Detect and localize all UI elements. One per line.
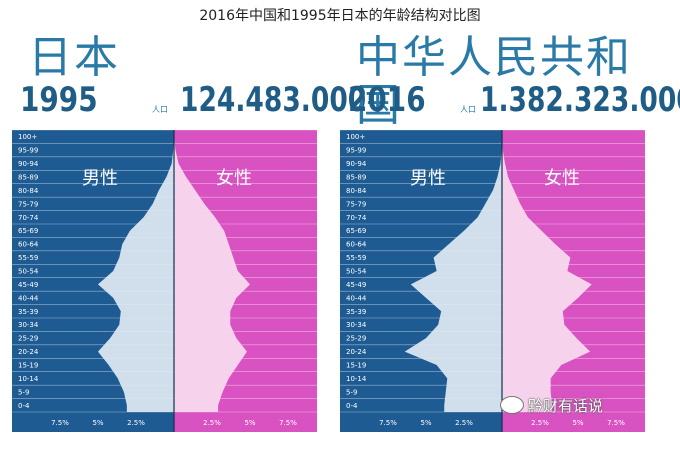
age-group-label: 45-49 xyxy=(18,281,38,289)
china-panel: 中华人民共和国 2016 人口 1.382.323.000 100+ 95-99 9… xyxy=(340,30,680,442)
x-tick-label: 5% xyxy=(244,419,255,427)
age-group-label: 15-19 xyxy=(346,362,366,370)
age-group-label: 40-44 xyxy=(346,294,367,302)
female-label: 女性 xyxy=(544,168,580,189)
age-group-label: 80-84 xyxy=(18,187,39,195)
age-group-label: 0-4 xyxy=(18,402,30,410)
x-tick-label: 7.5% xyxy=(279,419,297,427)
age-group-label: 20-24 xyxy=(18,348,39,356)
age-group-label: 10-14 xyxy=(346,375,367,383)
population-pyramid: 100+ 95-99 90-94 85-89 80-84 75-79 70-74 65-69 6… xyxy=(340,130,645,432)
age-group-label: 100+ xyxy=(346,133,365,141)
x-tick-label: 7.5% xyxy=(607,419,625,427)
age-group-label: 10-14 xyxy=(18,375,39,383)
population-pyramid: 100+ 95-99 90-94 85-89 80-84 75-79 70-74 65-69 6… xyxy=(12,130,317,432)
age-group-label: 100+ xyxy=(18,133,37,141)
male-population-area xyxy=(98,130,174,412)
population-label: 人口 xyxy=(152,105,168,114)
age-group-label: 70-74 xyxy=(18,214,39,222)
age-group-label: 45-49 xyxy=(346,281,366,289)
age-group-label: 70-74 xyxy=(346,214,367,222)
population-label: 人口 xyxy=(460,105,476,114)
age-group-label: 40-44 xyxy=(18,294,39,302)
age-group-label: 50-54 xyxy=(18,268,39,276)
age-group-label: 25-29 xyxy=(346,335,366,343)
male-population-area xyxy=(404,130,502,412)
age-group-label: 50-54 xyxy=(346,268,367,276)
female-population-area xyxy=(502,130,592,412)
population-value: 124.483.000 xyxy=(180,80,367,120)
age-group-label: 0-4 xyxy=(346,402,358,410)
figure-caption: 2016年中国和1995年日本的年龄结构对比图 xyxy=(199,8,481,24)
age-group-label: 25-29 xyxy=(18,335,38,343)
age-group-label: 15-19 xyxy=(18,362,38,370)
age-group-label: 80-84 xyxy=(346,187,367,195)
age-group-label: 60-64 xyxy=(346,241,367,249)
wechat-icon xyxy=(500,395,524,414)
age-group-label: 60-64 xyxy=(18,241,39,249)
female-population-area xyxy=(174,130,250,412)
age-group-label: 35-39 xyxy=(18,308,38,316)
x-tick-label: 5% xyxy=(420,419,431,427)
male-label: 男性 xyxy=(410,168,446,189)
population-value: 1.382.323.000 xyxy=(480,80,680,120)
age-group-label: 95-99 xyxy=(18,147,38,155)
age-group-label: 85-89 xyxy=(346,174,366,182)
pyramid-svg: 100+ 95-99 90-94 85-89 80-84 75-79 70-74 65-69 6… xyxy=(12,130,317,432)
age-group-label: 30-34 xyxy=(18,321,39,329)
x-tick-label: 7.5% xyxy=(379,419,397,427)
age-group-label: 20-24 xyxy=(346,348,367,356)
age-group-label: 5-9 xyxy=(346,388,357,396)
x-tick-label: 2.5% xyxy=(531,419,549,427)
age-group-label: 65-69 xyxy=(18,227,38,235)
age-group-label: 90-94 xyxy=(18,160,39,168)
age-group-label: 95-99 xyxy=(346,147,366,155)
x-tick-label: 7.5% xyxy=(51,419,69,427)
age-group-label: 65-69 xyxy=(346,227,366,235)
x-tick-label: 2.5% xyxy=(455,419,473,427)
pyramid-svg: 100+ 95-99 90-94 85-89 80-84 75-79 70-74 65-69 6… xyxy=(340,130,645,432)
watermark: 黔财有话说 xyxy=(500,395,603,416)
female-label: 女性 xyxy=(216,168,252,189)
country-title: 中华人民共和国 xyxy=(356,32,632,131)
age-group-label: 85-89 xyxy=(18,174,38,182)
age-group-label: 75-79 xyxy=(346,200,366,208)
age-group-label: 90-94 xyxy=(346,160,367,168)
x-tick-label: 5% xyxy=(92,419,103,427)
age-group-label: 5-9 xyxy=(18,388,29,396)
x-tick-label: 2.5% xyxy=(203,419,221,427)
age-group-label: 75-79 xyxy=(18,200,38,208)
x-tick-label: 5% xyxy=(572,419,583,427)
year-label: 1995 xyxy=(20,80,98,120)
japan-panel: 日本 1995 人口 124.483.000 100+ 95-99 90-94 85-… xyxy=(12,30,366,442)
year-label: 2016 xyxy=(348,80,426,120)
watermark-text: 黔财有话说 xyxy=(528,397,604,415)
age-group-label: 55-59 xyxy=(346,254,366,262)
x-tick-label: 2.5% xyxy=(127,419,145,427)
age-group-label: 35-39 xyxy=(346,308,366,316)
male-label: 男性 xyxy=(82,168,118,189)
country-title: 日本 xyxy=(28,32,120,83)
age-group-label: 30-34 xyxy=(346,321,367,329)
age-group-label: 55-59 xyxy=(18,254,38,262)
